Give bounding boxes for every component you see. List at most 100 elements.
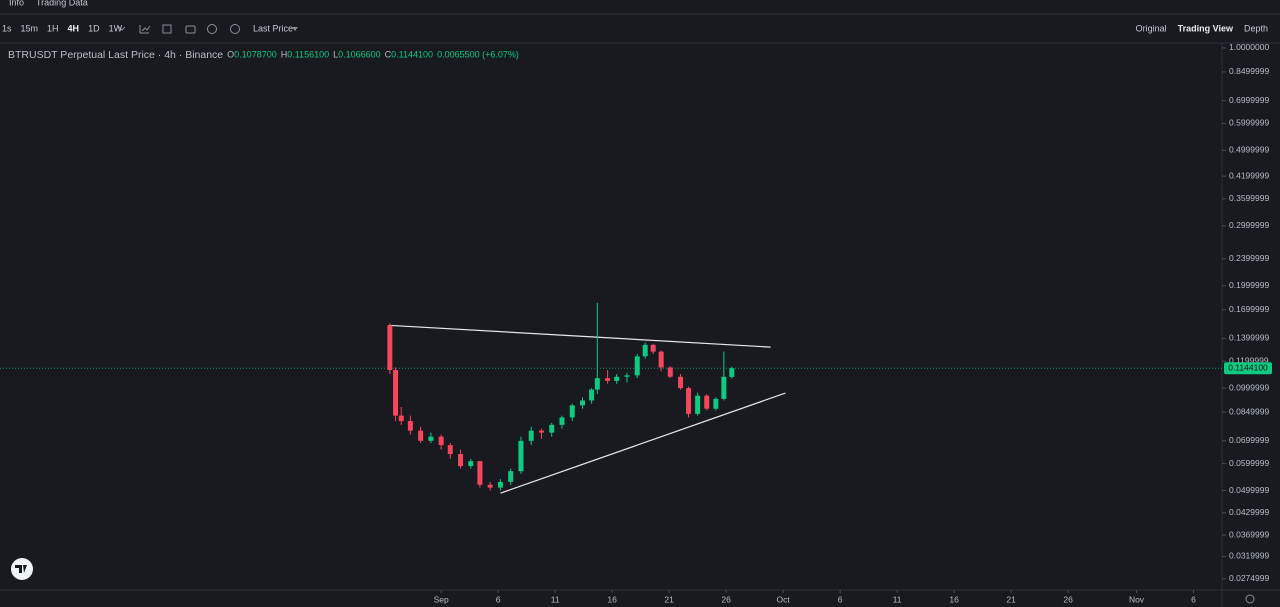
legend-value: 0.0065500 (+6.07%) xyxy=(437,49,519,59)
legend-key: H xyxy=(281,49,288,59)
settings-icon[interactable] xyxy=(1245,594,1255,604)
y-tick-label: 0.0849999 xyxy=(1229,406,1269,416)
x-tick-label: 26 xyxy=(721,594,731,604)
trendline xyxy=(500,392,786,494)
candle-body xyxy=(686,388,692,414)
candle-body xyxy=(624,375,630,377)
y-tick-label: 0.1699999 xyxy=(1229,304,1269,314)
y-tick-label: 0.0599999 xyxy=(1229,458,1269,468)
y-tick-label: 0.0274999 xyxy=(1229,573,1269,583)
legend-key: L xyxy=(333,49,338,59)
candle-body xyxy=(393,370,399,416)
interval-button[interactable]: 1s xyxy=(2,23,12,33)
tv-logo xyxy=(11,558,33,580)
candle-body xyxy=(528,430,534,441)
x-tick-label: Nov xyxy=(1129,594,1145,604)
x-tick-label: Sep xyxy=(434,594,449,604)
legend-value: 0.1156100 xyxy=(287,49,329,59)
x-tick-label: 26 xyxy=(1063,594,1073,604)
candle-body xyxy=(580,400,586,406)
y-tick-label: 1.0000000 xyxy=(1229,42,1269,52)
view-tab[interactable]: Original xyxy=(1136,23,1167,33)
y-tick-label: 0.0499999 xyxy=(1229,485,1269,495)
interval-button[interactable]: 4H xyxy=(68,23,80,33)
y-tick-label: 0.5999999 xyxy=(1229,118,1269,128)
candle-body xyxy=(594,378,600,390)
x-tick-label: Oct xyxy=(777,594,791,604)
y-tick-label: 0.6999999 xyxy=(1229,95,1269,105)
candle-body xyxy=(589,389,595,401)
last-price-box xyxy=(1224,362,1272,375)
legend-key: O xyxy=(227,49,234,59)
candle-body xyxy=(387,325,393,371)
symbol-title: BTRUSDT Perpetual Last Price · 4h · Bina… xyxy=(8,49,223,61)
candle-body xyxy=(695,395,701,414)
x-tick-label: 6 xyxy=(1191,594,1196,604)
candle-body xyxy=(398,415,404,422)
y-tick-label: 0.0699999 xyxy=(1229,435,1269,445)
candle-body xyxy=(447,445,453,455)
legend-value: 0.1066600 xyxy=(338,49,381,59)
interval-button[interactable]: 1H xyxy=(47,23,59,33)
settings-icon[interactable] xyxy=(230,24,240,34)
candle-body xyxy=(678,376,684,389)
y-tick-label: 0.2999999 xyxy=(1229,220,1269,230)
candle-body xyxy=(729,368,735,377)
y-tick-label: 0.3599999 xyxy=(1229,193,1269,203)
y-tick-label: 0.4199999 xyxy=(1229,170,1269,180)
y-tick-label: 0.8499999 xyxy=(1229,66,1269,76)
x-tick-label: 6 xyxy=(838,594,843,604)
x-tick-label: 21 xyxy=(664,594,674,604)
y-tick-label: 0.0999999 xyxy=(1229,382,1269,392)
candle-body xyxy=(497,481,503,488)
candle-body xyxy=(549,424,555,433)
candle-body xyxy=(569,405,575,418)
price-mode[interactable]: Last Price xyxy=(253,23,293,33)
candle-body xyxy=(458,454,464,467)
candle-body xyxy=(605,378,611,381)
add-icon[interactable] xyxy=(207,24,217,34)
layout-icon[interactable] xyxy=(162,24,172,34)
dropdown-icon[interactable] xyxy=(118,26,126,31)
candle-body xyxy=(721,376,727,399)
candle-body xyxy=(468,461,474,467)
x-tick-label: 11 xyxy=(551,594,560,604)
y-tick-label: 0.1399999 xyxy=(1229,333,1269,343)
candle-body xyxy=(667,367,673,377)
y-tick-label: 0.0319999 xyxy=(1229,551,1269,561)
candle-body xyxy=(487,484,493,488)
x-tick-label: 16 xyxy=(949,594,959,604)
candle-body xyxy=(559,417,565,425)
tab[interactable]: Info xyxy=(9,0,24,7)
legend-value: 0.1144100 xyxy=(391,49,433,59)
x-tick-label: 6 xyxy=(496,594,501,604)
toolbar-icons xyxy=(118,24,1255,604)
interval-button[interactable]: 1W xyxy=(109,23,123,33)
interval-button[interactable]: 1D xyxy=(88,23,100,33)
y-tick-label: 0.0369999 xyxy=(1229,529,1269,539)
candle-body xyxy=(518,440,524,472)
dropdown-icon xyxy=(292,27,298,31)
tab[interactable]: Trading Data xyxy=(36,0,88,7)
last-price-label: 0.1144100 xyxy=(1228,362,1268,372)
candle-body xyxy=(438,436,444,446)
candle-body xyxy=(538,430,544,433)
camera-icon[interactable] xyxy=(185,25,196,34)
candle-body xyxy=(713,398,719,409)
candle-body xyxy=(704,395,710,409)
indicator-icon[interactable] xyxy=(139,25,151,34)
y-tick-label: 0.1999999 xyxy=(1229,280,1269,290)
candle-body xyxy=(614,376,620,381)
y-tick-label: 0.0429999 xyxy=(1229,507,1269,517)
interval-button[interactable]: 15m xyxy=(21,23,39,33)
legend-value: 0.1078700 xyxy=(234,49,277,59)
view-tab[interactable]: Depth xyxy=(1244,23,1268,33)
legend-key: C xyxy=(385,49,392,59)
candle-body xyxy=(634,356,640,376)
candle-body xyxy=(477,461,483,485)
view-tab[interactable]: Trading View xyxy=(1178,23,1234,33)
y-tick-label: 0.2399999 xyxy=(1229,253,1269,263)
